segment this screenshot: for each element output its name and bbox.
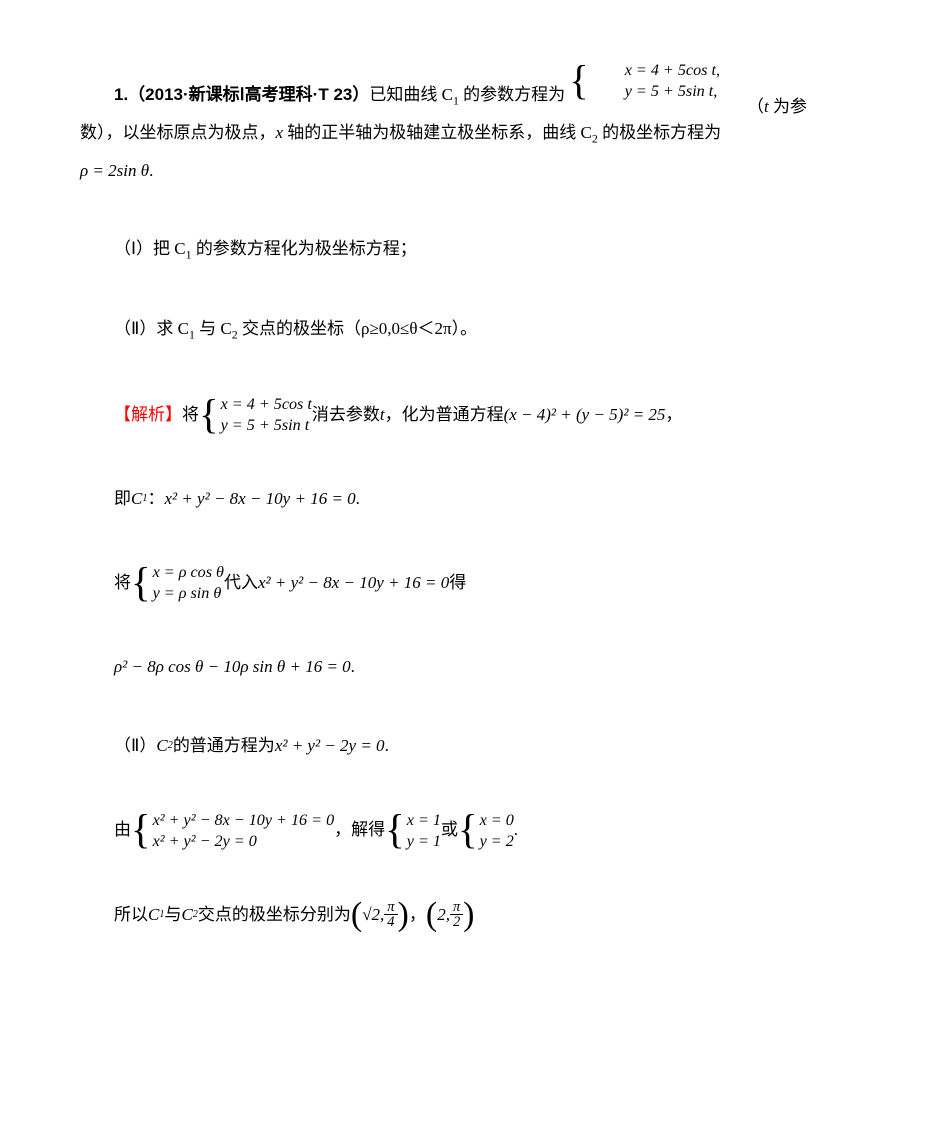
solution-line-7: 所以 C1 与 C2 交点的极坐标分别为 ( √2, π 4 ) ， ( 2, … — [80, 900, 865, 931]
rho-equation-line: ρ = 2sin θ. — [80, 156, 865, 187]
line2-b: 轴的正半轴为极轴建立极坐标系，曲线 C — [283, 123, 592, 142]
solution-line-6: 由 { x² + y² − 8x − 10y + 16 = 0 x² + y² … — [80, 810, 865, 852]
s1-sys-l1: x = 4 + 5cos t — [221, 394, 312, 415]
sys1-line1: x = 4 + 5cos t, — [591, 60, 720, 81]
s5-period: . — [385, 731, 389, 762]
solution-line-5: （Ⅱ） C2 的普通方程为 x² + y² − 2y = 0. — [80, 731, 865, 762]
s7-and: 与 — [164, 900, 181, 931]
s3-after: 得 — [449, 568, 466, 599]
s7-c1: C — [148, 900, 159, 931]
s2-pre: 即 — [114, 484, 131, 515]
p1-text-b: 的参数方程化为极坐标方程； — [192, 239, 417, 258]
s6-sol1-l2: y = 1 — [407, 831, 441, 852]
sys1-line2: y = 5 + 5sin t, — [591, 81, 720, 102]
s7-pre: 所以 — [114, 900, 148, 931]
s1-pre: 将 — [182, 400, 199, 431]
s6-sys-l1: x² + y² − 8x − 10y + 16 = 0 — [153, 810, 335, 831]
s3-sys-l1: x = ρ cos θ — [153, 562, 224, 583]
p1-frac: π 4 — [384, 900, 397, 930]
s2-eq: x² + y² − 8x − 10y + 16 = 0 — [164, 484, 355, 515]
s6-sol2: { x = 0 y = 2 — [458, 810, 514, 852]
rho-eq: ρ = 2sin θ — [80, 161, 149, 180]
param-note: （t 为参 — [713, 92, 807, 123]
p2-den: 2 — [450, 915, 463, 929]
s5-mid: 的普通方程为 — [173, 731, 275, 762]
s5-c2: C — [156, 731, 167, 762]
rho-period: . — [149, 161, 153, 180]
s6-system: { x² + y² − 8x − 10y + 16 = 0 x² + y² − … — [131, 810, 334, 852]
p1-den: 4 — [384, 915, 397, 929]
s6-sol1-l1: x = 1 — [407, 810, 441, 831]
x-axis-var: x — [276, 123, 284, 142]
s1-eq: (x − 4)² + (y − 5)² = 25 — [504, 400, 666, 431]
solution-line-3: 将 { x = ρ cos θ y = ρ sin θ 代入 x² + y² −… — [80, 562, 865, 604]
s5-eq: x² + y² − 2y = 0 — [275, 731, 385, 762]
s6-or: 或 — [441, 815, 458, 846]
intro-text-1: 已知曲线 C — [369, 85, 453, 104]
s6-pre: 由 — [114, 815, 131, 846]
s7-c2: C — [181, 900, 192, 931]
p2-val: 2, — [437, 900, 450, 931]
s3-eq: x² + y² − 8x − 10y + 16 = 0 — [258, 568, 449, 599]
polar-coord-2: ( 2, π 2 ) — [426, 900, 475, 931]
paren-open: （ — [747, 97, 764, 116]
part-2: （Ⅱ）求 C1 与 C2 交点的极坐标（ρ≥0,0≤θ＜2π）。 — [80, 314, 865, 346]
s5-pre: （Ⅱ） — [114, 731, 156, 762]
s6-period: . — [514, 815, 518, 846]
p1-sqrt: √2, — [362, 900, 384, 931]
s7-comma: ， — [409, 900, 426, 931]
s6-sol2-l2: y = 2 — [480, 831, 514, 852]
line2-c: 的极坐标方程为 — [598, 123, 721, 142]
s1-sys-l2: y = 5 + 5sin t — [221, 415, 312, 436]
p1-num: π — [384, 900, 397, 915]
s1-mid: 消去参数 — [312, 400, 380, 431]
s3-mid: 代入 — [224, 568, 258, 599]
s7-mid: 交点的极坐标分别为 — [198, 900, 351, 931]
solution-tag: 【解析】 — [114, 400, 182, 431]
s2-colon: ： — [147, 484, 164, 515]
s2-c1: C — [131, 484, 142, 515]
param-close-text: 为参 — [769, 97, 807, 116]
p2-frac: π 2 — [450, 900, 463, 930]
s4-eq: ρ² − 8ρ cos θ − 10ρ sin θ + 16 = 0 — [114, 652, 351, 683]
p2-text: （Ⅱ）求 C — [114, 319, 189, 338]
s1-system: { x = 4 + 5cos t y = 5 + 5sin t — [199, 394, 312, 436]
s3-pre: 将 — [114, 568, 131, 599]
p2-text-b: 与 C — [195, 319, 232, 338]
s1-after: ，化为普通方程 — [385, 400, 504, 431]
solution-line-4: ρ² − 8ρ cos θ − 10ρ sin θ + 16 = 0. — [80, 652, 865, 683]
s3-system: { x = ρ cos θ y = ρ sin θ — [131, 562, 224, 604]
problem-number: 1.（2013·新课标Ⅰ高考理科·T 23） — [114, 85, 369, 104]
s6-sol2-l1: x = 0 — [480, 810, 514, 831]
parametric-system-1: { x = 4 + 5cos t, y = 5 + 5sin t, — [501, 60, 720, 102]
polar-coord-1: ( √2, π 4 ) — [351, 900, 409, 931]
s6-mid: ，解得 — [334, 815, 385, 846]
problem-statement-line1: 1.（2013·新课标Ⅰ高考理科·T 23）已知曲线 C1 的参数方程为 { x… — [80, 80, 865, 112]
part-1: （Ⅰ）把 C1 的参数方程化为极坐标方程； — [80, 234, 865, 266]
problem-header-wrap: 1.（2013·新课标Ⅰ高考理科·T 23）已知曲线 C1 的参数方程为 { x… — [80, 80, 865, 112]
line2-a: 数），以坐标原点为极点， — [80, 123, 276, 142]
p2-text-c: 交点的极坐标（ρ≥0,0≤θ＜2π）。 — [238, 319, 477, 338]
s6-sys-l2: x² + y² − 2y = 0 — [153, 831, 335, 852]
s3-sys-l2: y = ρ sin θ — [153, 583, 224, 604]
s2-period: . — [356, 484, 360, 515]
p1-text: （Ⅰ）把 C — [114, 239, 186, 258]
solution-line-1: 【解析】 将 { x = 4 + 5cos t y = 5 + 5sin t 消… — [80, 394, 865, 436]
s4-period: . — [351, 652, 355, 683]
solution-line-2: 即 C1 ： x² + y² − 8x − 10y + 16 = 0. — [80, 484, 865, 515]
s1-comma: ， — [665, 400, 682, 431]
p2-num: π — [450, 900, 463, 915]
s6-sol1: { x = 1 y = 1 — [385, 810, 441, 852]
